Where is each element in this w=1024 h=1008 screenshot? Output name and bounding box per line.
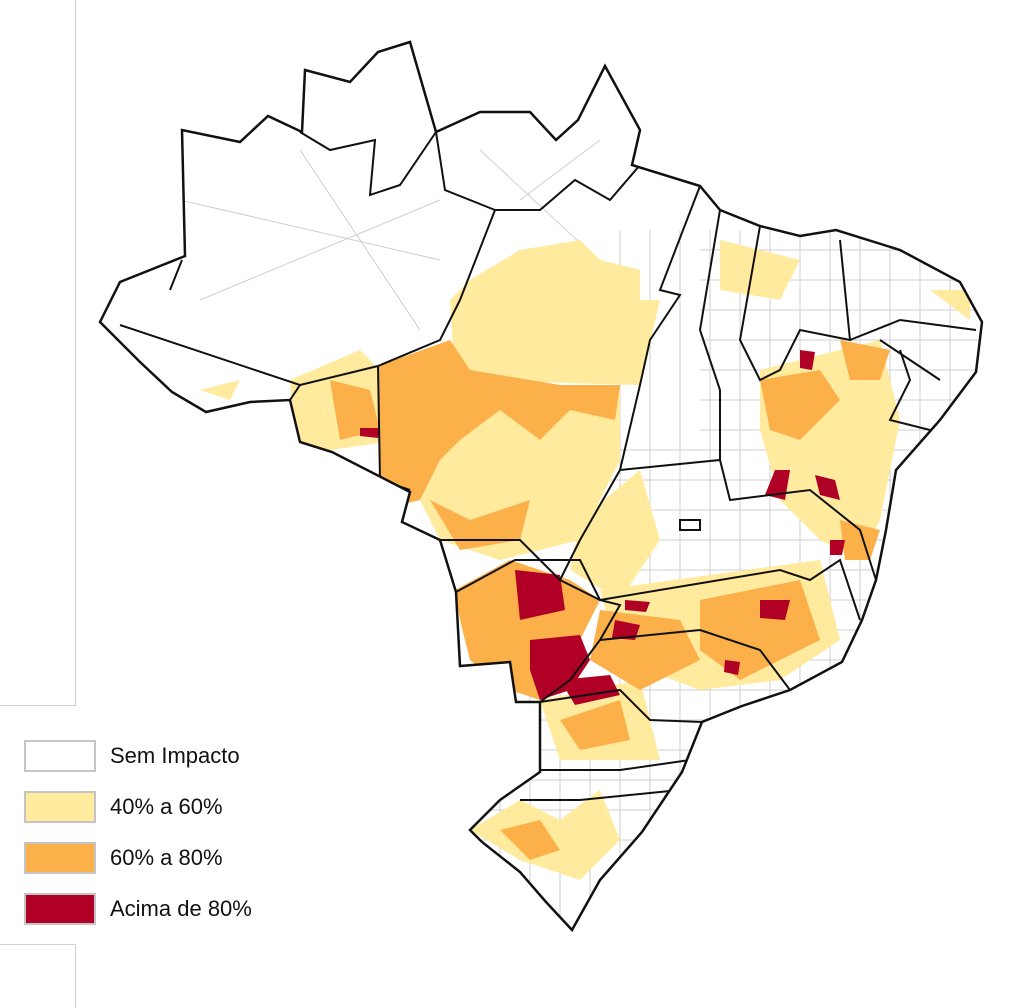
legend-swatch [24,841,96,874]
legend-item-40-60: 40% a 60% [24,781,252,832]
frame-line [75,944,76,1008]
legend-item-sem-impacto: Sem Impacto [24,730,252,781]
frame-line [0,705,76,706]
legend: Sem Impacto 40% a 60% 60% a 80% Acima de… [24,730,252,934]
legend-swatch [24,790,96,823]
legend-label: Sem Impacto [110,742,240,768]
legend-swatch [24,892,96,925]
class-above-80 [360,350,845,705]
legend-label: 60% a 80% [110,844,223,870]
legend-label: 40% a 60% [110,793,223,819]
legend-label: Acima de 80% [110,895,252,921]
legend-swatch [24,739,96,772]
legend-item-60-80: 60% a 80% [24,832,252,883]
legend-item-acima-80: Acima de 80% [24,883,252,934]
frame-line [75,0,76,705]
frame-line [0,944,76,945]
